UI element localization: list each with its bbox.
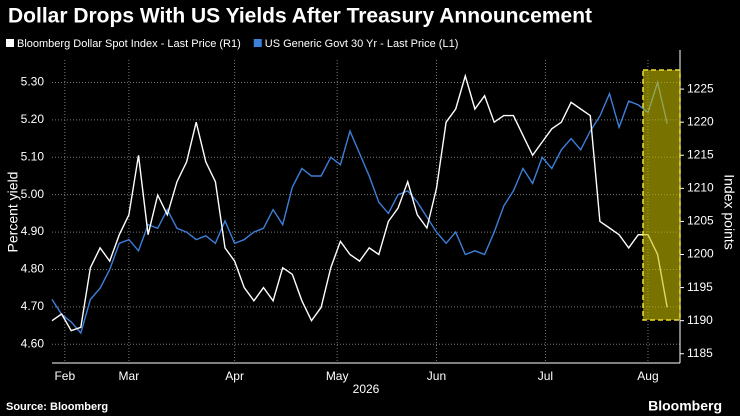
y-tick-label: 4.90 <box>21 224 45 238</box>
x-tick-label: May <box>326 369 349 383</box>
y-tick-label: 4.60 <box>21 336 45 350</box>
x-axis-label: 2026 <box>353 382 380 396</box>
y2-tick-label: 1210 <box>687 181 714 195</box>
chart-title: Dollar Drops With US Yields After Treasu… <box>8 5 592 28</box>
y2-tick-label: 1185 <box>687 346 713 360</box>
y-tick-label: 4.80 <box>21 262 45 276</box>
x-tick-label: Jun <box>427 369 446 383</box>
series-line <box>51 79 668 335</box>
y2-tick-label: 1215 <box>687 147 714 161</box>
highlight-box <box>642 69 681 321</box>
x-tick-label: Mar <box>119 369 140 383</box>
y-tick-label: 5.20 <box>21 112 45 126</box>
legend-swatch <box>6 39 14 47</box>
y2-tick-label: 1195 <box>687 280 713 294</box>
source: Source: Bloomberg <box>6 401 108 413</box>
x-tick-label: Feb <box>54 369 75 383</box>
legend-swatch <box>253 39 262 47</box>
brand: Bloomberg <box>648 398 722 414</box>
y2-tick-label: 1220 <box>687 114 714 128</box>
y-tick-label: 4.70 <box>21 299 45 313</box>
y-axis-label: Percent yield <box>5 172 21 253</box>
series-line <box>51 73 668 332</box>
y2-tick-label: 1225 <box>687 81 714 95</box>
y2-tick-label: 1190 <box>687 313 713 327</box>
y2-axis-label: Index points <box>721 174 737 250</box>
y2-tick-label: 1205 <box>687 214 714 228</box>
legend-label: Bloomberg Dollar Spot Index - Last Price… <box>17 38 241 50</box>
x-tick-label: Jul <box>538 369 553 383</box>
x-tick-label: Aug <box>637 369 658 383</box>
y-tick-label: 5.10 <box>21 149 45 163</box>
y-tick-label: 5.00 <box>21 187 45 201</box>
y2-tick-label: 1200 <box>687 247 714 261</box>
y-tick-label: 5.30 <box>21 75 45 89</box>
x-tick-label: Apr <box>225 369 244 383</box>
legend-label: US Generic Govt 30 Yr - Last Price (L1) <box>265 38 459 50</box>
